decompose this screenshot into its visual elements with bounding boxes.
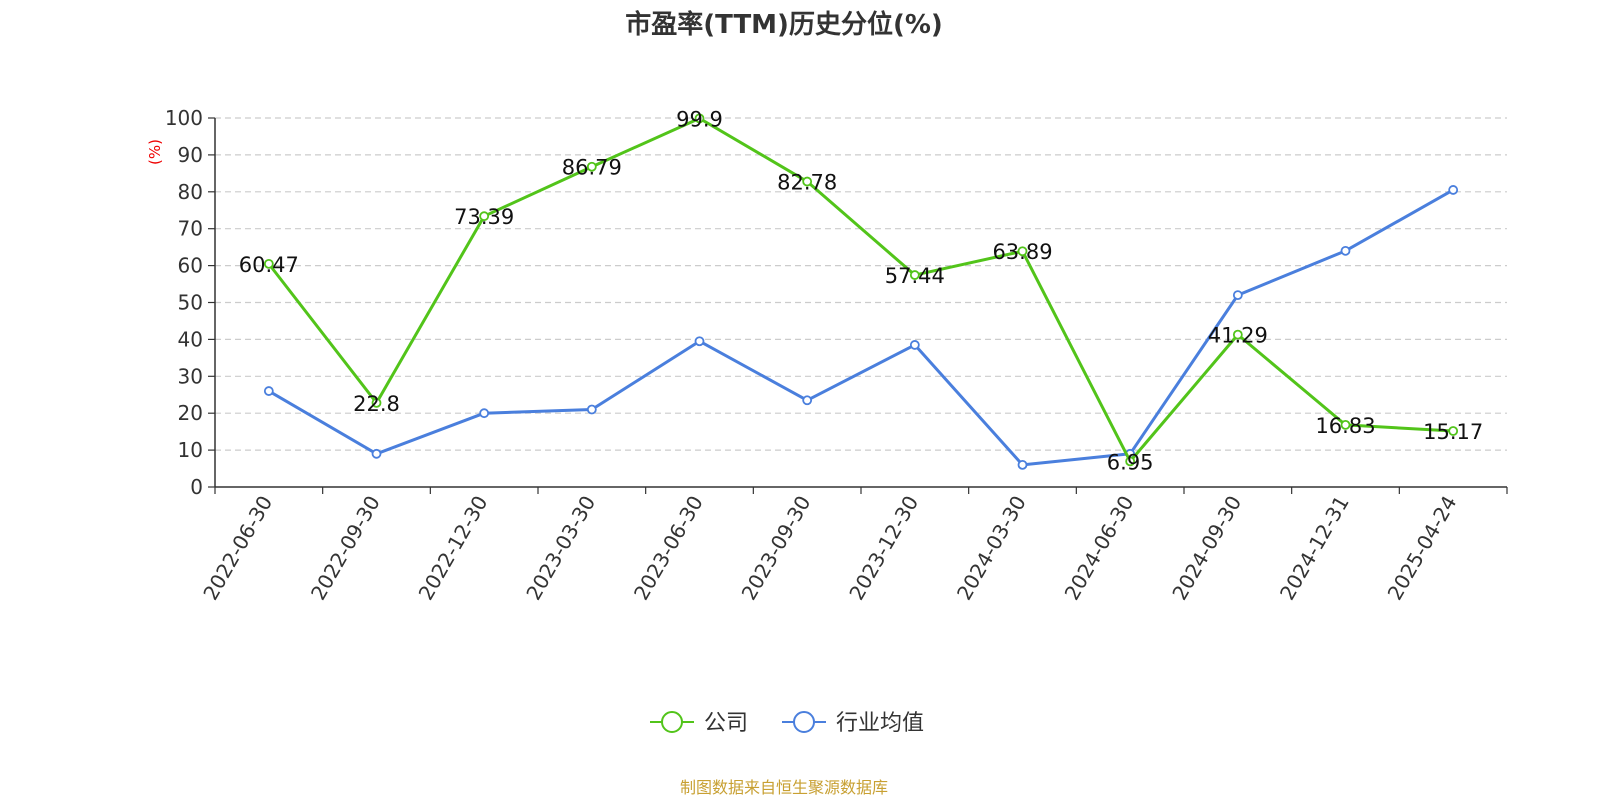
data-point-company <box>479 211 490 222</box>
data-point-company <box>909 270 920 280</box>
data-point-company <box>802 176 813 187</box>
x-tick-label: 2023-12-30 <box>844 492 923 605</box>
data-label: 22.8 <box>353 392 400 416</box>
y-tick-label: 20 <box>178 401 203 425</box>
data-point-industry-average <box>371 448 382 459</box>
data-label: 16.83 <box>1315 414 1375 438</box>
x-tick-label: 2024-09-30 <box>1167 492 1246 605</box>
x-tick-label: 2022-12-30 <box>414 492 493 605</box>
data-point-company <box>586 161 597 172</box>
data-label: 6.95 <box>1107 450 1154 474</box>
data-point-industry-average <box>263 386 274 396</box>
y-tick-label: 10 <box>178 438 203 462</box>
legend-marker <box>793 711 815 733</box>
data-point-company <box>1448 426 1459 436</box>
data-label: 73.39 <box>454 205 514 229</box>
x-tick-label: 2023-09-30 <box>737 492 816 605</box>
legend-label: 行业均值 <box>836 711 924 736</box>
y-tick-label: 60 <box>178 254 203 278</box>
source-note: 制图数据来自恒生聚源数据库 <box>680 778 888 797</box>
data-label-layer: 60.47 22.8 73.39 86.79 99.9 82.78 57.44 63.89 6.… <box>239 107 1483 474</box>
y-tick-label: 80 <box>178 180 203 204</box>
y-tick-label: 40 <box>178 327 203 351</box>
data-point-industry-average <box>1232 290 1243 301</box>
y-axis-unit-label: (%) <box>146 139 164 165</box>
y-tick-label: 30 <box>178 364 203 388</box>
legend-marker <box>661 711 683 733</box>
x-tick-label: 2023-03-30 <box>521 492 600 605</box>
series-line-industry-average <box>268 188 1454 467</box>
data-point-company <box>1232 329 1243 340</box>
data-label: 57.44 <box>885 264 945 288</box>
grid-layer <box>215 117 1507 451</box>
data-label: 99.9 <box>676 107 723 131</box>
x-tick-label: 2024-06-30 <box>1060 492 1139 605</box>
x-tick-label: 2025-04-24 <box>1383 492 1462 605</box>
data-point-company <box>1125 456 1136 467</box>
data-point-industry-average <box>479 408 490 419</box>
data-point-industry-average <box>1340 245 1351 256</box>
x-tick-label: 2024-03-30 <box>952 492 1031 605</box>
legend: 公司 行业均值 <box>650 711 924 736</box>
data-label: 82.78 <box>777 171 837 195</box>
data-label: 63.89 <box>992 240 1052 264</box>
y-tick-label: 100 <box>165 106 203 130</box>
data-label: 86.79 <box>562 156 622 180</box>
x-tick-label: 2022-09-30 <box>306 492 385 605</box>
y-tick-label: 50 <box>178 291 203 315</box>
data-point-company <box>1340 419 1351 430</box>
series-line-company <box>267 116 1454 463</box>
y-tick-label: 0 <box>190 475 203 499</box>
data-point-company <box>694 113 705 124</box>
data-point-industry-average <box>909 340 920 350</box>
x-tick-label: 2022-06-30 <box>198 492 277 605</box>
data-label: 15.17 <box>1423 420 1483 444</box>
data-point-company <box>371 397 382 408</box>
x-tick-label: 2024-12-31 <box>1275 492 1354 605</box>
data-point-company <box>1017 246 1028 257</box>
data-point-industry-average <box>694 336 705 347</box>
chart-title: 市盈率(TTM)历史分位(%) <box>625 9 943 40</box>
data-label: 41.29 <box>1208 324 1268 348</box>
series-layer <box>263 113 1459 470</box>
data-point-company <box>263 258 274 269</box>
data-point-industry-average <box>802 395 813 406</box>
legend-label: 公司 <box>704 711 748 736</box>
data-point-industry-average <box>1448 185 1459 195</box>
y-tick-label: 90 <box>178 143 203 167</box>
x-tick-label: 2023-06-30 <box>629 492 708 605</box>
data-point-industry-average <box>586 404 597 415</box>
y-tick-label: 70 <box>178 217 203 241</box>
data-point-industry-average <box>1017 459 1028 470</box>
data-label: 60.47 <box>239 253 299 277</box>
